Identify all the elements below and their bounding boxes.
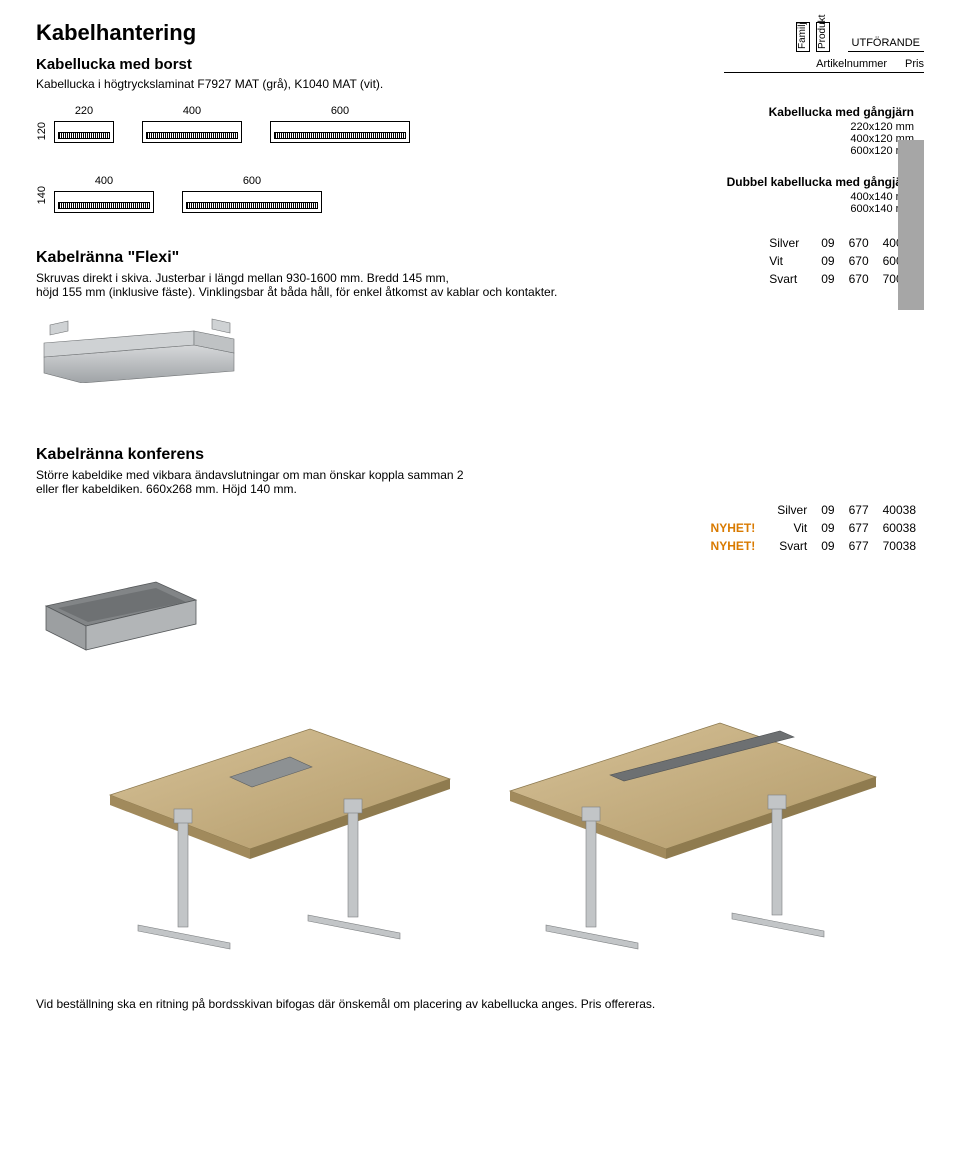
column-headers: Familj Produkt UTFÖRANDE Artikelnummer P… xyxy=(724,20,924,73)
row2-label-1: 600 xyxy=(182,175,322,187)
flexi-line1: Skruvas direkt i skiva. Justerbar i läng… xyxy=(36,271,449,285)
konferens-title: Kabelränna konferens xyxy=(36,446,924,464)
col-produkt: Produkt xyxy=(816,22,830,52)
row1-label-1: 400 xyxy=(142,105,242,117)
page-title: Kabelhantering xyxy=(36,20,383,46)
table-illustrations xyxy=(36,699,924,959)
right2-line: 400x140 mm xyxy=(727,191,914,203)
nyhet-badge: NYHET! xyxy=(705,520,770,536)
flexi-section: Kabelränna "Flexi" Silver0967040000 Vit0… xyxy=(36,249,924,386)
table-row: Silver0967740038 xyxy=(705,502,922,518)
flexi-line2: höjd 155 mm (inklusive fäste). Vinklings… xyxy=(36,285,557,299)
table-row: NYHET!Svart0967770038 xyxy=(705,538,922,554)
table-illustration-left xyxy=(80,699,460,959)
diagram-row-1: 120 220 400 600 Kabellucka med gångjärn … xyxy=(36,105,924,157)
nyhet-badge: NYHET! xyxy=(705,538,770,554)
right2-line: 600x140 mm xyxy=(727,203,914,215)
section1-desc: Kabellucka i högtryckslaminat F7927 MAT … xyxy=(36,77,383,91)
col-utforande: UTFÖRANDE xyxy=(848,37,924,52)
right2-header: Dubbel kabellucka med gångjärn xyxy=(727,175,914,189)
slot-diagram xyxy=(182,191,322,213)
col-pris: Pris xyxy=(905,58,924,70)
konferens-line1: Större kabeldike med vikbara ändavslutni… xyxy=(36,468,464,482)
slot-diagram xyxy=(270,121,410,143)
slot-diagram xyxy=(54,191,154,213)
page-header: Kabelhantering Kabellucka med borst Kabe… xyxy=(36,20,924,91)
konferens-line2: eller fler kabeldiken. 660x268 mm. Höjd … xyxy=(36,482,297,496)
table-row: NYHET!Vit0967760038 xyxy=(705,520,922,536)
row2-vlabel: 140 xyxy=(36,186,48,204)
slot-diagram xyxy=(142,121,242,143)
konferens-section: Kabelränna konferens Större kabeldike me… xyxy=(36,446,924,659)
table-illustration-right xyxy=(500,699,880,959)
right1-line: 600x120 mm xyxy=(769,145,914,157)
konferens-price-table: Silver0967740038 NYHET!Vit0967760038 NYH… xyxy=(703,500,924,556)
page-side-strip xyxy=(898,140,924,310)
right1-line: 400x120 mm xyxy=(769,133,914,145)
footer-note: Vid beställning ska en ritning på bordss… xyxy=(36,991,924,1011)
row1-label-0: 220 xyxy=(54,105,114,117)
cable-trough-illustration xyxy=(36,566,206,656)
slot-diagram xyxy=(54,121,114,143)
row2-label-0: 400 xyxy=(54,175,154,187)
col-familj: Familj xyxy=(796,22,810,52)
right1-line: 220x120 mm xyxy=(769,121,914,133)
right1-header: Kabellucka med gångjärn xyxy=(769,105,914,119)
row1-label-2: 600 xyxy=(270,105,410,117)
col-artikelnummer: Artikelnummer xyxy=(816,58,887,70)
row1-vlabel: 120 xyxy=(36,122,48,140)
section1-subtitle: Kabellucka med borst xyxy=(36,56,383,73)
cable-tray-illustration xyxy=(36,313,246,383)
diagram-row-2: 140 400 600 Dubbel kabellucka med gångjä… xyxy=(36,175,924,215)
